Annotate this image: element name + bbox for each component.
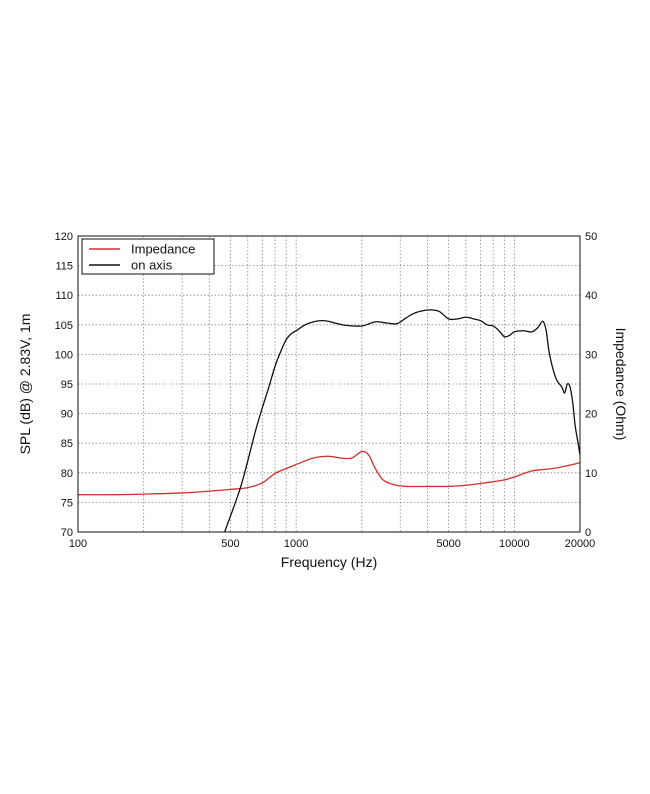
y-tick-label: 100 bbox=[55, 349, 73, 361]
x-tick-label: 500 bbox=[221, 538, 239, 550]
y-tick-label: 90 bbox=[61, 409, 73, 421]
y-tick-label: 75 bbox=[61, 497, 73, 509]
legend: Impedance on axis bbox=[81, 238, 215, 275]
x-tick-label: 100 bbox=[69, 538, 87, 550]
x-tick-label: 10000 bbox=[499, 538, 530, 550]
y2-axis-title: Impedance (Ohm) bbox=[613, 328, 629, 441]
series-lines bbox=[78, 309, 580, 532]
y2-tick-label: 0 bbox=[585, 527, 591, 539]
series-line-on-axis bbox=[224, 309, 580, 532]
legend-label-impedance: Impedance bbox=[131, 242, 195, 257]
legend-box bbox=[81, 238, 215, 275]
y-tick-label: 110 bbox=[55, 290, 73, 302]
x-tick-label: 20000 bbox=[565, 538, 596, 550]
y2-tick-label: 30 bbox=[585, 349, 597, 361]
y-tick-label: 95 bbox=[61, 379, 73, 391]
plot-frame bbox=[77, 235, 581, 533]
y-tick-label: 120 bbox=[55, 231, 73, 243]
y-tick-label: 105 bbox=[55, 320, 73, 332]
y-tick-label: 80 bbox=[61, 468, 73, 480]
y-tick-label: 115 bbox=[55, 261, 73, 273]
x-tick-label: 5000 bbox=[436, 538, 460, 550]
x-tick-label: 1000 bbox=[284, 538, 308, 550]
y2-tick-label: 10 bbox=[585, 468, 597, 480]
grid bbox=[78, 236, 580, 532]
tick-labels: 70 75 80 85 90 95 100 105 110 115 120 0 10 20 30 40 50 10… bbox=[55, 231, 598, 550]
y2-tick-label: 40 bbox=[585, 290, 597, 302]
legend-label-on-axis: on axis bbox=[131, 258, 173, 273]
y-tick-label: 70 bbox=[61, 527, 73, 539]
y-axis-title: SPL (dB) @ 2.83V, 1m bbox=[17, 314, 33, 455]
series-line-impedance bbox=[78, 450, 580, 496]
plot-background bbox=[78, 236, 580, 532]
x-axis-title: Frequency (Hz) bbox=[281, 554, 377, 570]
y2-tick-label: 50 bbox=[585, 231, 597, 243]
y2-tick-label: 20 bbox=[585, 409, 597, 421]
y-tick-label: 85 bbox=[61, 438, 73, 450]
